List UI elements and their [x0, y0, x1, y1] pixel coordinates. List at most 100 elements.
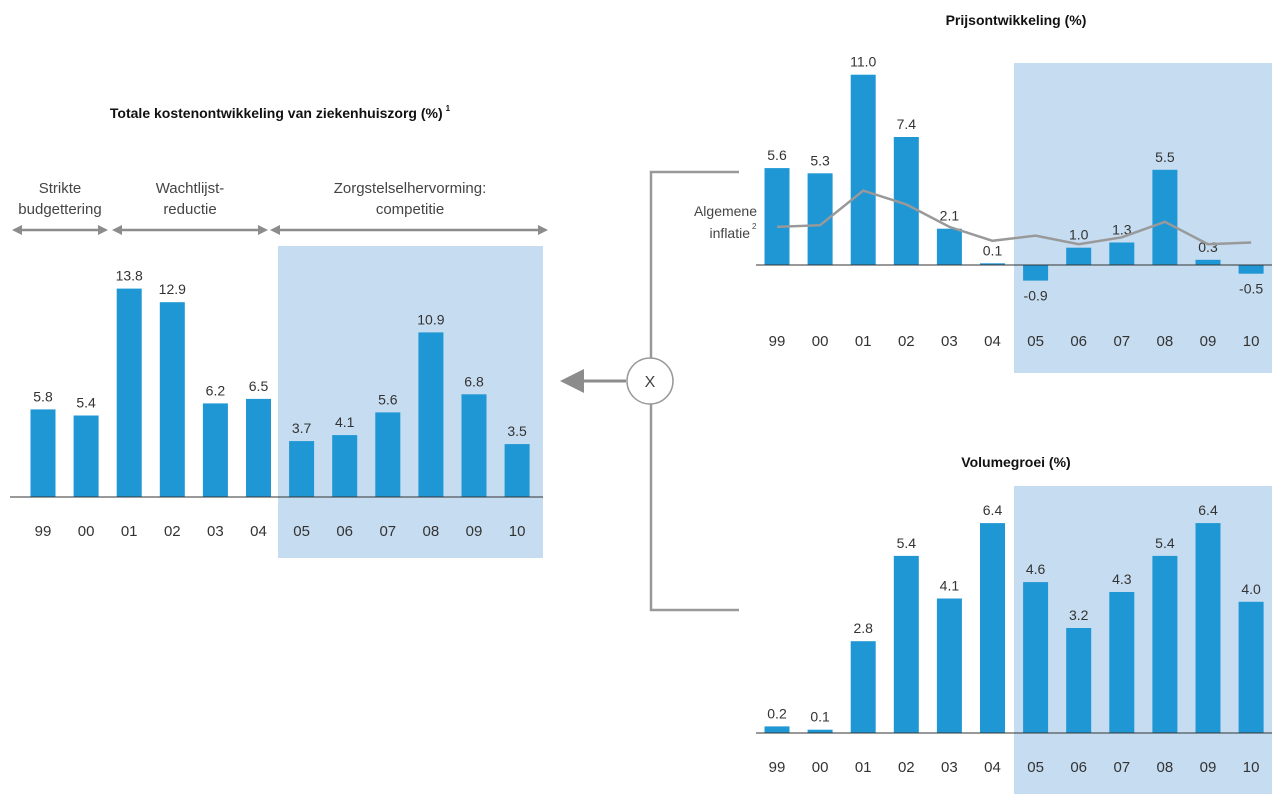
total-bar-02 [159, 302, 185, 497]
period-label-strict-2: budgettering [18, 201, 101, 218]
price-value-label-07: 1.3 [1112, 222, 1132, 238]
volume-bar-04 [980, 523, 1005, 733]
inflation-label-footnote: 2 [752, 222, 757, 231]
price-tick-09: 09 [1200, 333, 1217, 350]
volume-tick-02: 02 [898, 759, 915, 776]
total-bar-08 [418, 332, 444, 497]
total-value-label-05: 3.7 [292, 420, 312, 436]
total-bar-03 [202, 403, 228, 497]
volume-tick-07: 07 [1113, 759, 1130, 776]
total-bar-01 [116, 288, 142, 497]
volume-value-label-04: 6.4 [983, 502, 1003, 518]
total-bar-10 [504, 444, 530, 497]
price-tick-10: 10 [1243, 333, 1260, 350]
volume-tick-99: 99 [769, 759, 786, 776]
volume-value-label-02: 5.4 [897, 535, 917, 551]
left-chart-title-text: Totale kostenontwikkeling van ziekenhuis… [110, 105, 443, 121]
price-value-label-99: 5.6 [767, 147, 787, 163]
volume-tick-09: 09 [1200, 759, 1217, 776]
period-label-waitlist-1: Wachtlijst- [156, 180, 225, 197]
volume-bar-02 [893, 555, 919, 733]
price-value-label-10: -0.5 [1239, 281, 1263, 297]
price-value-label-05: -0.9 [1024, 288, 1048, 304]
total-bar-04 [246, 398, 271, 497]
multiply-symbol: X [645, 374, 656, 391]
total-value-label-09: 6.8 [464, 373, 484, 389]
price-value-label-02: 7.4 [897, 116, 917, 132]
price-tick-07: 07 [1113, 333, 1130, 350]
total-value-label-06: 4.1 [335, 414, 355, 430]
period-arrow-strict [12, 225, 108, 235]
period-label-strict-1: Strikte [39, 180, 82, 197]
left-chart-title-footnote: 1 [446, 104, 451, 113]
volume-bar-07 [1109, 592, 1135, 733]
total-bar-07 [375, 412, 401, 497]
price-bar-06 [1066, 247, 1092, 265]
inflation-label-1: Algemene [694, 203, 757, 219]
volume-chart-title: Volumegroei (%) [961, 454, 1070, 470]
price-tick-02: 02 [898, 333, 915, 350]
volume-value-label-99: 0.2 [767, 705, 787, 721]
total-tick-02: 02 [164, 523, 181, 540]
volume-value-label-08: 5.4 [1155, 535, 1175, 551]
period-arrow-reform [270, 225, 548, 235]
total-bar-00 [73, 415, 99, 497]
volume-bar-00 [807, 729, 833, 733]
operator-arrow-head [560, 369, 584, 393]
left-highlight-region [278, 246, 543, 558]
price-highlight-region [1014, 63, 1272, 373]
left-chart-title: Totale kostenontwikkeling van ziekenhuis… [110, 104, 451, 121]
volume-bar-03 [936, 598, 962, 733]
volume-bar-99 [764, 726, 790, 733]
total-value-label-08: 10.9 [417, 311, 444, 327]
price-tick-99: 99 [769, 333, 786, 350]
period-arrow-waitlist [112, 225, 268, 235]
total-tick-01: 01 [121, 523, 138, 540]
volume-bar-06 [1066, 628, 1092, 733]
volume-value-label-06: 3.2 [1069, 607, 1089, 623]
volume-tick-03: 03 [941, 759, 958, 776]
volume-bar-09 [1195, 523, 1221, 733]
total-tick-08: 08 [423, 523, 440, 540]
volume-bar-01 [850, 641, 876, 733]
price-chart-title: Prijsontwikkeling (%) [946, 12, 1087, 28]
period-label-reform-1: Zorgstelselhervorming: [334, 180, 487, 197]
price-tick-06: 06 [1070, 333, 1087, 350]
total-tick-99: 99 [35, 523, 52, 540]
total-bar-05 [289, 441, 315, 497]
price-bar-08 [1152, 169, 1178, 265]
volume-highlight-region [1014, 486, 1272, 794]
volume-value-label-00: 0.1 [810, 709, 830, 725]
volume-value-label-01: 2.8 [853, 620, 873, 636]
price-bar-07 [1109, 242, 1135, 265]
total-tick-05: 05 [293, 523, 310, 540]
total-tick-04: 04 [250, 523, 267, 540]
total-value-label-00: 5.4 [76, 395, 96, 411]
total-bar-09 [461, 394, 487, 497]
total-value-label-10: 3.5 [507, 423, 527, 439]
price-bar-03 [936, 228, 962, 265]
total-tick-07: 07 [379, 523, 396, 540]
price-bar-05 [1023, 265, 1049, 281]
price-value-label-06: 1.0 [1069, 227, 1089, 243]
price-bar-99 [764, 168, 790, 265]
volume-bar-10 [1238, 601, 1264, 733]
price-tick-01: 01 [855, 333, 872, 350]
volume-tick-06: 06 [1070, 759, 1087, 776]
total-value-label-99: 5.8 [33, 388, 53, 404]
price-value-label-01: 11.0 [850, 54, 876, 70]
price-value-label-04: 0.1 [983, 242, 1003, 258]
volume-bar-08 [1152, 555, 1178, 733]
price-tick-08: 08 [1157, 333, 1174, 350]
inflation-line [776, 189, 1252, 246]
price-tick-00: 00 [812, 333, 829, 350]
volume-value-label-07: 4.3 [1112, 571, 1132, 587]
price-tick-04: 04 [984, 333, 1001, 350]
price-bar-04 [980, 263, 1005, 265]
total-tick-09: 09 [466, 523, 483, 540]
total-tick-06: 06 [336, 523, 353, 540]
price-bar-09 [1195, 259, 1221, 265]
total-value-label-04: 6.5 [249, 378, 269, 394]
